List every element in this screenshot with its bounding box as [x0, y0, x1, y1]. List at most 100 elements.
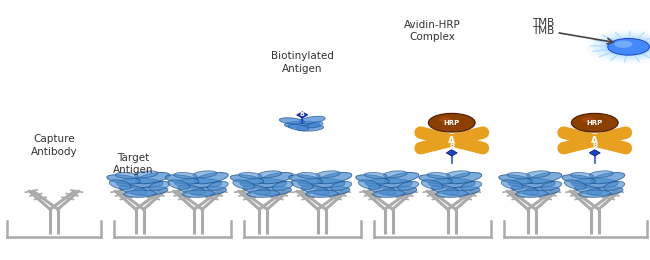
Ellipse shape — [575, 185, 602, 194]
Text: B: B — [592, 142, 597, 148]
Ellipse shape — [182, 190, 215, 197]
Text: HRP: HRP — [586, 120, 603, 126]
Ellipse shape — [307, 122, 323, 128]
Ellipse shape — [288, 124, 309, 131]
Polygon shape — [590, 150, 600, 156]
Text: TMB: TMB — [532, 18, 554, 28]
Polygon shape — [447, 150, 457, 156]
Ellipse shape — [259, 172, 293, 184]
Ellipse shape — [427, 172, 450, 179]
Ellipse shape — [447, 171, 470, 178]
Text: Target
Antigen: Target Antigen — [113, 153, 153, 175]
Text: Avidin-HRP
Complex: Avidin-HRP Complex — [404, 20, 461, 42]
Ellipse shape — [135, 171, 158, 178]
Text: B: B — [449, 142, 454, 148]
Ellipse shape — [501, 180, 523, 189]
Ellipse shape — [193, 171, 216, 178]
Ellipse shape — [604, 181, 625, 190]
Ellipse shape — [507, 172, 530, 179]
Circle shape — [604, 37, 650, 56]
Ellipse shape — [369, 185, 396, 194]
Ellipse shape — [230, 175, 264, 184]
Ellipse shape — [461, 181, 482, 190]
Ellipse shape — [280, 118, 304, 124]
Ellipse shape — [115, 172, 138, 179]
Ellipse shape — [289, 175, 322, 184]
Ellipse shape — [136, 172, 170, 184]
Circle shape — [599, 35, 650, 58]
Ellipse shape — [302, 185, 329, 194]
Circle shape — [428, 113, 475, 132]
Circle shape — [593, 32, 650, 61]
Ellipse shape — [165, 175, 199, 184]
Ellipse shape — [515, 190, 548, 197]
Ellipse shape — [168, 180, 190, 189]
Circle shape — [614, 41, 632, 48]
Text: Biotinylated
Antigen: Biotinylated Antigen — [271, 51, 333, 74]
Ellipse shape — [178, 185, 205, 194]
Ellipse shape — [317, 171, 340, 178]
Ellipse shape — [384, 171, 407, 178]
Ellipse shape — [356, 175, 389, 184]
Ellipse shape — [508, 178, 555, 188]
Ellipse shape — [116, 178, 163, 188]
Text: B: B — [300, 112, 305, 118]
Ellipse shape — [528, 172, 562, 184]
Ellipse shape — [419, 175, 452, 184]
Ellipse shape — [443, 187, 480, 196]
Ellipse shape — [258, 171, 281, 178]
Ellipse shape — [255, 187, 291, 196]
Ellipse shape — [306, 190, 338, 197]
Ellipse shape — [247, 190, 280, 197]
Ellipse shape — [298, 178, 345, 188]
Text: A: A — [592, 136, 598, 145]
Ellipse shape — [318, 172, 352, 184]
Ellipse shape — [175, 178, 222, 188]
Ellipse shape — [591, 172, 625, 184]
Circle shape — [571, 113, 618, 132]
Ellipse shape — [365, 178, 412, 188]
Ellipse shape — [358, 180, 380, 189]
Ellipse shape — [107, 175, 140, 184]
Ellipse shape — [233, 180, 255, 189]
Ellipse shape — [571, 178, 618, 188]
Text: A: A — [448, 136, 455, 145]
Ellipse shape — [380, 187, 417, 196]
Ellipse shape — [296, 125, 324, 131]
Ellipse shape — [285, 121, 320, 128]
Ellipse shape — [297, 172, 320, 179]
Ellipse shape — [398, 181, 419, 190]
Circle shape — [439, 117, 452, 122]
Ellipse shape — [428, 178, 475, 188]
Ellipse shape — [149, 181, 170, 190]
Text: Capture
Antibody: Capture Antibody — [31, 134, 77, 157]
Ellipse shape — [120, 185, 147, 194]
Ellipse shape — [499, 175, 532, 184]
Ellipse shape — [194, 172, 228, 184]
Ellipse shape — [541, 181, 562, 190]
Text: TMB: TMB — [532, 26, 554, 36]
Ellipse shape — [239, 172, 262, 179]
Ellipse shape — [331, 181, 352, 190]
Ellipse shape — [564, 180, 586, 189]
Ellipse shape — [174, 172, 197, 179]
Ellipse shape — [562, 175, 595, 184]
Ellipse shape — [385, 172, 419, 184]
Ellipse shape — [432, 185, 459, 194]
Ellipse shape — [190, 187, 226, 196]
Polygon shape — [297, 112, 307, 118]
Ellipse shape — [578, 190, 611, 197]
Ellipse shape — [590, 171, 613, 178]
Circle shape — [582, 117, 595, 122]
Ellipse shape — [421, 180, 443, 189]
Ellipse shape — [526, 171, 550, 178]
Ellipse shape — [124, 190, 156, 197]
Ellipse shape — [299, 116, 325, 124]
Ellipse shape — [131, 187, 168, 196]
Ellipse shape — [291, 180, 313, 189]
Text: HRP: HRP — [443, 120, 460, 126]
Ellipse shape — [109, 180, 131, 189]
Ellipse shape — [272, 181, 293, 190]
Ellipse shape — [243, 185, 270, 194]
Ellipse shape — [207, 181, 228, 190]
